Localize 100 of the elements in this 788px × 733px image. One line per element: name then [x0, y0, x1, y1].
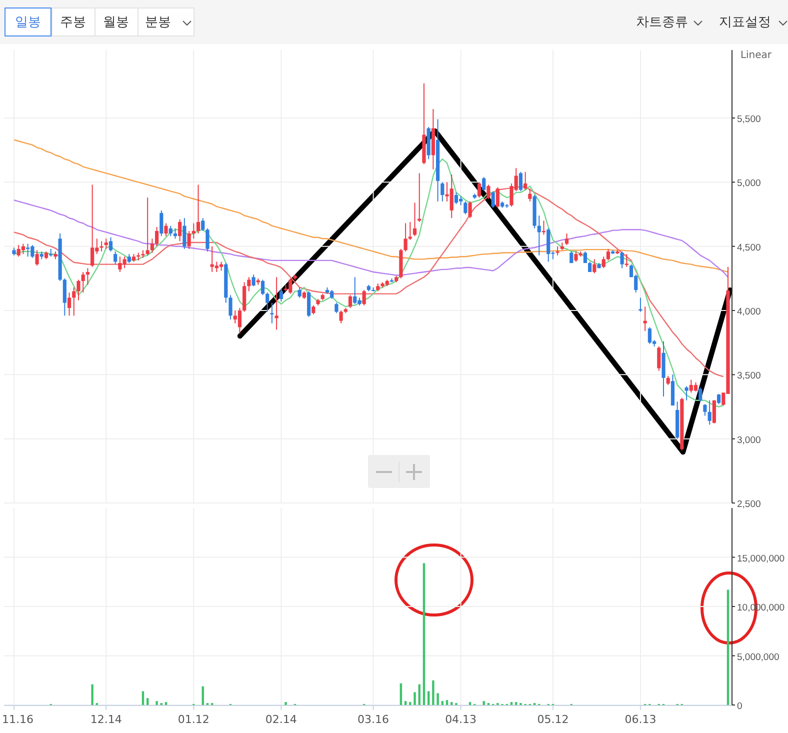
bar	[284, 702, 287, 705]
candlestick	[440, 182, 444, 202]
candlestick	[90, 184, 94, 268]
text: 차트종류	[636, 15, 688, 30]
candlestick	[657, 346, 661, 372]
candlestick	[486, 184, 490, 200]
candlestick	[528, 188, 532, 202]
candlestick	[35, 250, 39, 266]
candlestick	[173, 228, 178, 240]
text: 일봉	[15, 15, 41, 30]
bar	[450, 702, 453, 705]
y-tick-label: 3,000	[737, 434, 761, 446]
candlestick	[104, 238, 108, 250]
text: 월봉	[103, 15, 129, 30]
candlestick	[192, 222, 196, 240]
candlestick	[339, 310, 343, 324]
candlestick	[247, 276, 251, 292]
candlestick	[81, 272, 85, 294]
candlestick	[491, 190, 495, 208]
candlestick	[201, 218, 205, 232]
candlestick	[108, 236, 113, 252]
bar	[482, 701, 485, 705]
candlestick	[160, 210, 164, 237]
bar	[468, 702, 472, 705]
bar	[400, 683, 402, 705]
bar	[446, 700, 448, 705]
y-tick-label: 3,500	[737, 370, 761, 382]
x-tick-label: 03.16	[358, 713, 390, 726]
bar	[91, 684, 94, 705]
x-tick-label: 02.14	[265, 713, 297, 726]
bar	[441, 701, 444, 705]
candlestick	[564, 233, 569, 246]
candlestick	[164, 222, 168, 237]
bar	[414, 692, 416, 705]
bar	[146, 698, 149, 705]
candlestick	[168, 225, 172, 237]
candlestick	[496, 186, 500, 208]
x-tick-label: 11.16	[2, 713, 34, 726]
y-tick-label: 0	[737, 701, 742, 712]
bar	[515, 702, 518, 705]
candlestick	[518, 171, 523, 192]
candlestick	[592, 258, 596, 274]
bar	[510, 702, 513, 705]
x-tick-label: 05.12	[537, 713, 569, 726]
candlestick	[155, 226, 159, 247]
candlestick	[178, 218, 182, 242]
candlestick	[266, 292, 270, 312]
candlestick	[408, 221, 412, 240]
candlestick	[362, 289, 366, 306]
candlestick	[703, 404, 707, 416]
bar	[436, 693, 439, 705]
bar	[726, 590, 730, 705]
candlestick	[638, 297, 642, 312]
y-tick-label: 15,000,000	[737, 553, 785, 564]
candlestick	[334, 302, 338, 314]
candlestick	[708, 400, 712, 426]
candlestick	[606, 248, 610, 261]
bar	[202, 686, 204, 705]
candlestick	[482, 176, 486, 192]
candlestick	[228, 294, 232, 320]
candlestick	[72, 286, 76, 316]
line-series	[13, 200, 729, 278]
candlestick	[187, 230, 191, 250]
candlestick	[698, 387, 702, 402]
candlestick	[274, 276, 278, 330]
y-tick-label: 4,500	[737, 242, 761, 254]
candlestick	[477, 182, 482, 198]
candlestick	[26, 243, 30, 258]
candlestick	[624, 254, 628, 268]
bar	[422, 563, 426, 705]
bar	[432, 680, 434, 705]
candlestick	[684, 386, 688, 401]
candlestick	[464, 200, 468, 215]
candlestick	[260, 279, 265, 296]
candlestick	[150, 238, 154, 254]
x-tick-label: 04.13	[445, 713, 477, 726]
candlestick	[67, 292, 72, 316]
bar	[156, 701, 158, 705]
bar	[427, 691, 430, 705]
candlestick	[182, 218, 186, 250]
candlestick	[298, 286, 302, 298]
candlestick	[620, 250, 624, 269]
candlestick	[468, 200, 472, 219]
candlestick	[412, 202, 417, 237]
candlestick	[716, 393, 721, 405]
y-tick-label: 5,000,000	[737, 652, 780, 663]
bar	[404, 701, 407, 705]
line-series	[13, 139, 729, 273]
y-tick-label: 5,500	[737, 114, 761, 126]
candlestick	[76, 279, 80, 301]
candlestick	[712, 400, 716, 424]
bar	[409, 702, 412, 705]
candlestick	[454, 192, 458, 204]
y-tick-label: 5,000	[737, 178, 761, 190]
text: 주봉	[60, 15, 86, 30]
text: 분봉	[145, 15, 171, 30]
candlestick	[643, 306, 647, 332]
candlestick	[114, 250, 118, 265]
candlestick	[537, 215, 541, 256]
candlestick	[348, 294, 352, 308]
